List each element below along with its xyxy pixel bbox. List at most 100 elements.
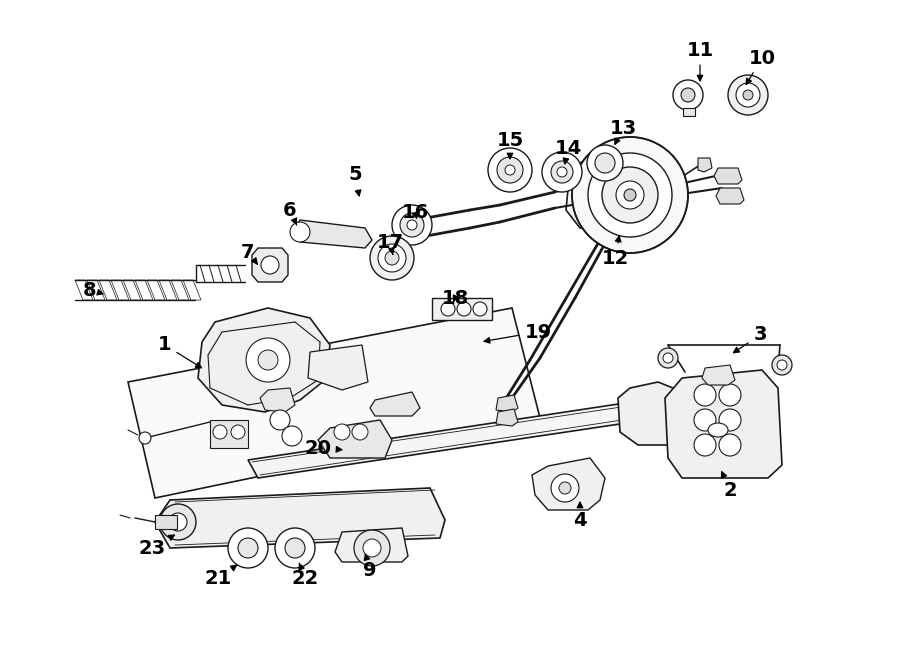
Polygon shape [318, 420, 392, 458]
Circle shape [441, 302, 455, 316]
Polygon shape [111, 280, 129, 300]
Circle shape [505, 165, 515, 175]
Circle shape [354, 530, 390, 566]
Text: 22: 22 [292, 563, 319, 588]
Bar [683, 108, 695, 116]
Circle shape [719, 434, 741, 456]
Circle shape [228, 528, 268, 568]
Circle shape [542, 152, 582, 192]
Circle shape [572, 137, 688, 253]
Text: 3: 3 [734, 325, 767, 353]
Circle shape [238, 538, 258, 558]
Circle shape [473, 302, 487, 316]
Polygon shape [147, 280, 165, 300]
Bar [432, 298, 492, 320]
Text: 5: 5 [348, 165, 362, 196]
Circle shape [743, 90, 753, 100]
Circle shape [370, 236, 414, 280]
Polygon shape [714, 168, 742, 184]
Circle shape [378, 244, 406, 272]
Circle shape [385, 251, 399, 265]
Text: 13: 13 [609, 118, 636, 144]
Circle shape [261, 256, 279, 274]
Polygon shape [252, 248, 288, 282]
Polygon shape [698, 158, 712, 172]
Circle shape [551, 161, 573, 183]
Polygon shape [566, 158, 680, 235]
Circle shape [602, 167, 658, 223]
Polygon shape [618, 382, 682, 445]
Polygon shape [198, 308, 330, 412]
Circle shape [363, 539, 381, 557]
Polygon shape [87, 280, 105, 300]
Text: 17: 17 [376, 233, 403, 254]
Circle shape [616, 181, 644, 209]
Text: 11: 11 [687, 40, 714, 81]
Circle shape [663, 353, 673, 363]
Circle shape [595, 153, 615, 173]
Text: 14: 14 [554, 139, 581, 164]
Polygon shape [128, 308, 540, 498]
Circle shape [246, 338, 290, 382]
Text: 1: 1 [158, 336, 202, 368]
Text: 23: 23 [139, 535, 175, 557]
Circle shape [694, 409, 716, 431]
Text: 20: 20 [304, 438, 342, 457]
Circle shape [588, 153, 672, 237]
Text: 6: 6 [284, 200, 297, 225]
Polygon shape [532, 458, 605, 510]
Polygon shape [171, 280, 189, 300]
Circle shape [290, 222, 310, 242]
Polygon shape [496, 409, 518, 426]
Circle shape [270, 410, 290, 430]
Circle shape [457, 302, 471, 316]
Text: 9: 9 [364, 555, 377, 580]
Circle shape [169, 513, 187, 531]
Circle shape [772, 355, 792, 375]
Bar [155, 515, 177, 529]
Circle shape [694, 384, 716, 406]
Polygon shape [155, 488, 445, 548]
Polygon shape [665, 370, 782, 478]
Circle shape [736, 83, 760, 107]
Polygon shape [99, 280, 117, 300]
Text: 12: 12 [601, 236, 628, 268]
Text: 8: 8 [83, 280, 104, 299]
Circle shape [497, 157, 523, 183]
Circle shape [559, 482, 571, 494]
Circle shape [694, 434, 716, 456]
Text: 21: 21 [204, 565, 237, 588]
Circle shape [557, 167, 567, 177]
Circle shape [658, 348, 678, 368]
Circle shape [681, 88, 695, 102]
Polygon shape [702, 365, 735, 385]
Circle shape [282, 426, 302, 446]
Polygon shape [260, 388, 295, 412]
Circle shape [777, 360, 787, 370]
Circle shape [160, 504, 196, 540]
Circle shape [673, 80, 703, 110]
Circle shape [392, 205, 432, 245]
Circle shape [285, 538, 305, 558]
Polygon shape [308, 345, 368, 390]
Circle shape [407, 220, 417, 230]
Bar [210, 420, 248, 448]
Text: 18: 18 [441, 288, 469, 307]
Circle shape [551, 474, 579, 502]
Polygon shape [123, 280, 141, 300]
Circle shape [213, 425, 227, 439]
Polygon shape [75, 280, 93, 300]
Circle shape [728, 75, 768, 115]
Circle shape [275, 528, 315, 568]
Polygon shape [716, 188, 744, 204]
Text: 19: 19 [484, 323, 552, 343]
Text: 4: 4 [573, 502, 587, 529]
Polygon shape [335, 528, 408, 562]
Circle shape [258, 350, 278, 370]
Polygon shape [159, 280, 177, 300]
Circle shape [624, 189, 636, 201]
Circle shape [139, 432, 151, 444]
Circle shape [231, 425, 245, 439]
Polygon shape [496, 395, 518, 412]
Polygon shape [135, 280, 153, 300]
